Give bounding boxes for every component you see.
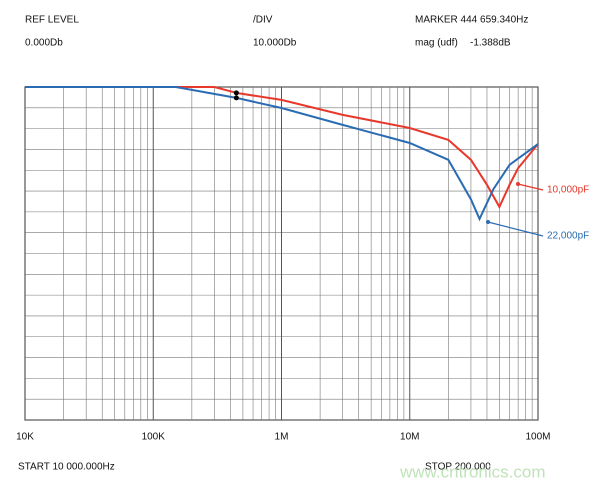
x-tick-label: 10M [400, 432, 419, 443]
ref-label: REF LEVEL [25, 15, 79, 26]
series-line [25, 86, 539, 222]
mag-label: mag (udf) [415, 38, 458, 49]
series-label: 10,000pF [547, 185, 589, 196]
marker-label: MARKER 444 659.340Hz [415, 15, 528, 26]
mag-value: -1.388dB [470, 38, 511, 49]
div-label: /DIV [253, 15, 273, 26]
start-label: START 10 000.000Hz [18, 462, 115, 473]
annotation-arrow [487, 221, 544, 237]
x-tick-label: 100M [525, 432, 550, 443]
x-tick-label: 10K [16, 432, 34, 443]
div-value: 10.000Db [253, 38, 297, 49]
watermark: www.cntronics.com [399, 462, 545, 481]
arrow-head [516, 182, 520, 186]
annotation-arrow [517, 183, 544, 191]
stop-label: STOP 200.000 [425, 462, 491, 473]
series-label: 22,000pF [547, 231, 589, 242]
series-line [25, 86, 539, 210]
marker-dot [233, 95, 239, 101]
x-tick-label: 100K [142, 432, 166, 443]
marker-dot [233, 90, 239, 96]
arrow-head [486, 220, 490, 224]
x-tick-label: 1M [275, 432, 289, 443]
ref-value: 0.000Db [25, 38, 63, 49]
